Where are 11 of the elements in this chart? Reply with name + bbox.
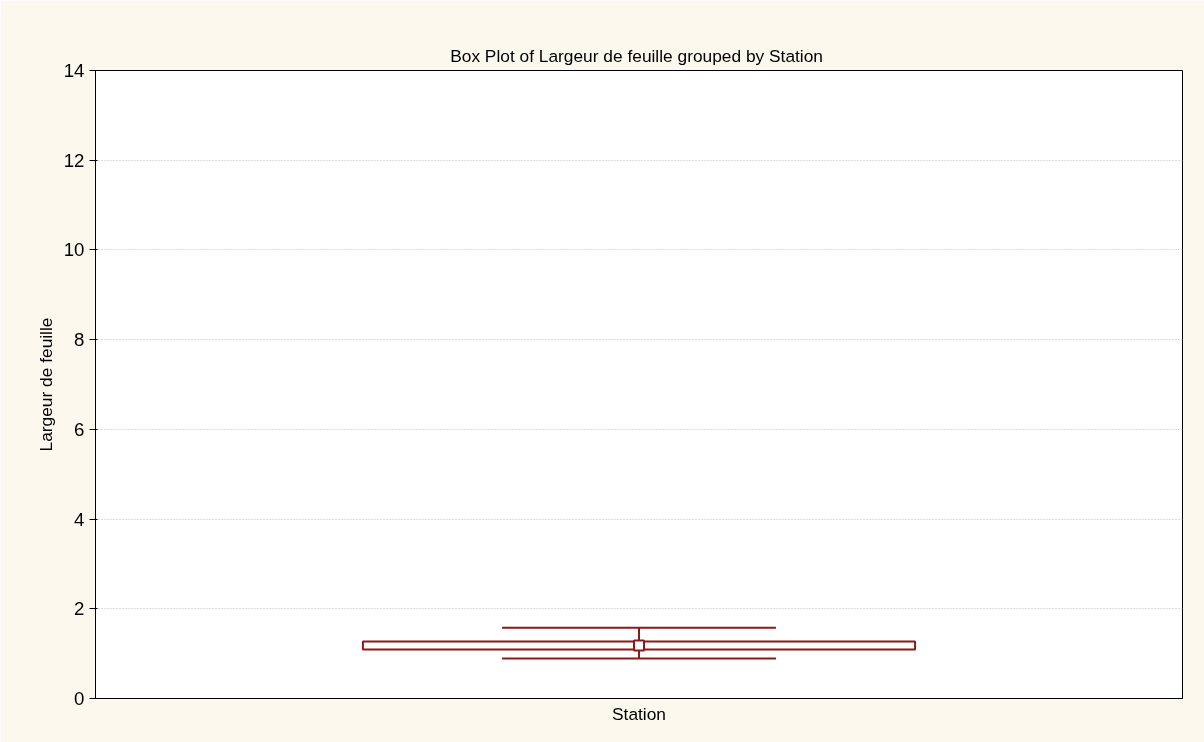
y-tick-label: 0 xyxy=(74,688,85,709)
x-axis-title: Station xyxy=(612,703,666,724)
y-tick-label: 2 xyxy=(74,598,85,620)
y-tick-label: 6 xyxy=(74,418,85,440)
y-tick-label: 8 xyxy=(74,329,85,351)
y-tick-label: 4 xyxy=(74,508,85,530)
y-tick-label: 10 xyxy=(63,239,85,261)
chart-title: Box Plot of Largeur de feuille grouped by Station xyxy=(450,45,824,66)
y-tick-label: 14 xyxy=(63,60,85,81)
y-axis-title: Largeur de feuille xyxy=(35,317,56,452)
y-tick-label: 12 xyxy=(63,149,85,171)
